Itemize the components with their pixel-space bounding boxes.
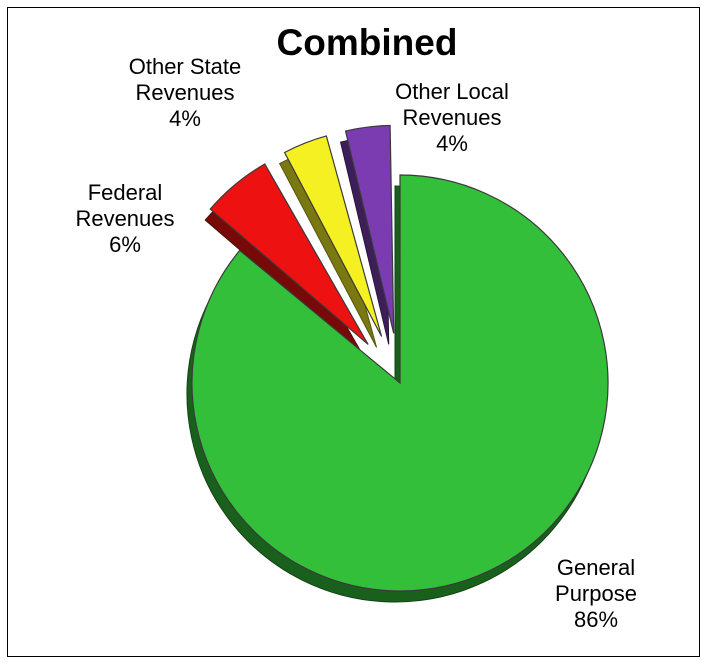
slice-label-general-purpose: General Purpose 86% xyxy=(555,555,637,632)
slice-label-federal-revenues: Federal Revenues 6% xyxy=(75,180,174,257)
slice-general-purpose xyxy=(191,174,609,592)
slice-label-line: Revenues xyxy=(402,105,501,130)
chart-title: Combined xyxy=(277,22,458,63)
slice-label-line: Purpose xyxy=(555,581,637,606)
slice-label-line: General xyxy=(557,555,635,580)
slice-label-line: Revenues xyxy=(75,206,174,231)
slice-label-line: 4% xyxy=(436,131,468,156)
slice-label-line: Federal xyxy=(88,180,163,205)
slice-label-line: 6% xyxy=(109,232,141,257)
slice-label-line: 4% xyxy=(169,106,201,131)
slice-other-local-revenues xyxy=(344,124,395,334)
slice-federal-revenues xyxy=(209,163,369,345)
slice-labels: General Purpose 86%Federal Revenues 6%Other … xyxy=(75,54,637,632)
pie-slices xyxy=(191,124,609,592)
slice-label-line: Other Local xyxy=(395,79,509,104)
slice-label-other-local-revenues: Other Local Revenues 4% xyxy=(395,79,509,156)
slice-label-other-state-revenues: Other State Revenues 4% xyxy=(129,54,242,131)
slice-label-line: 86% xyxy=(574,607,618,632)
slice-label-line: Other State xyxy=(129,54,242,79)
slice-label-line: Revenues xyxy=(135,80,234,105)
slice-other-state-revenues xyxy=(283,135,383,337)
